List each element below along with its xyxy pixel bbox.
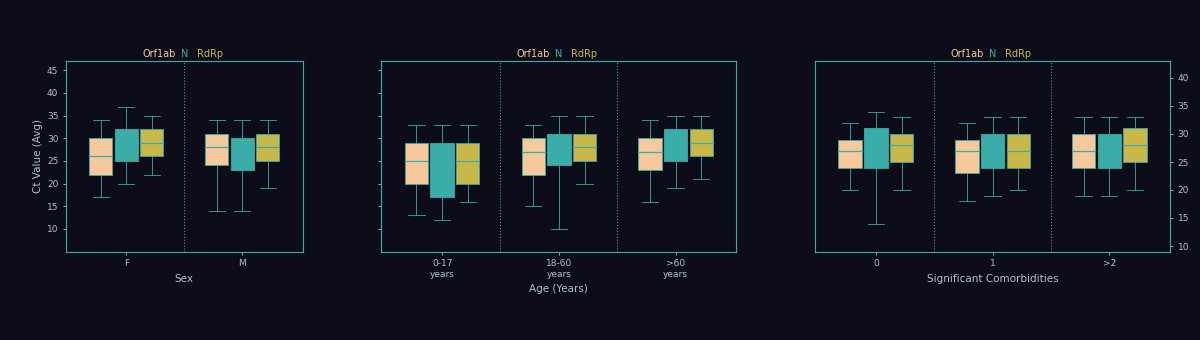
Bar [572, 134, 596, 161]
Text: RdRp: RdRp [1006, 49, 1031, 59]
Bar [955, 140, 978, 173]
Bar [431, 143, 454, 197]
Bar [664, 129, 688, 161]
Y-axis label: Ct Value (Avg): Ct Value (Avg) [32, 119, 43, 193]
Text: Orf1ab: Orf1ab [950, 49, 984, 59]
Text: N: N [556, 49, 563, 59]
X-axis label: Sex: Sex [175, 274, 193, 284]
Bar [839, 140, 862, 168]
Bar [690, 129, 713, 156]
Bar [230, 138, 254, 170]
Bar [456, 143, 480, 184]
Text: N: N [989, 49, 996, 59]
Bar [404, 143, 428, 184]
Text: RdRp: RdRp [197, 49, 223, 59]
Text: Orf1ab: Orf1ab [142, 49, 175, 59]
Bar [522, 138, 545, 174]
Text: Orf1ab: Orf1ab [516, 49, 550, 59]
Bar [205, 134, 228, 166]
Bar [1123, 129, 1147, 162]
Bar [980, 134, 1004, 168]
Bar [1007, 134, 1030, 168]
Text: RdRp: RdRp [571, 49, 598, 59]
X-axis label: Age (Years): Age (Years) [529, 284, 588, 294]
Bar [864, 129, 888, 168]
X-axis label: Significant Comorbidities: Significant Comorbidities [926, 274, 1058, 284]
Text: N: N [180, 49, 188, 59]
Bar [1098, 134, 1121, 168]
Bar [140, 129, 163, 156]
Bar [1072, 134, 1096, 168]
Bar [890, 134, 913, 162]
Bar [115, 129, 138, 161]
Bar [89, 138, 113, 174]
Bar [256, 134, 280, 161]
Bar [547, 134, 570, 166]
Bar [638, 138, 661, 170]
